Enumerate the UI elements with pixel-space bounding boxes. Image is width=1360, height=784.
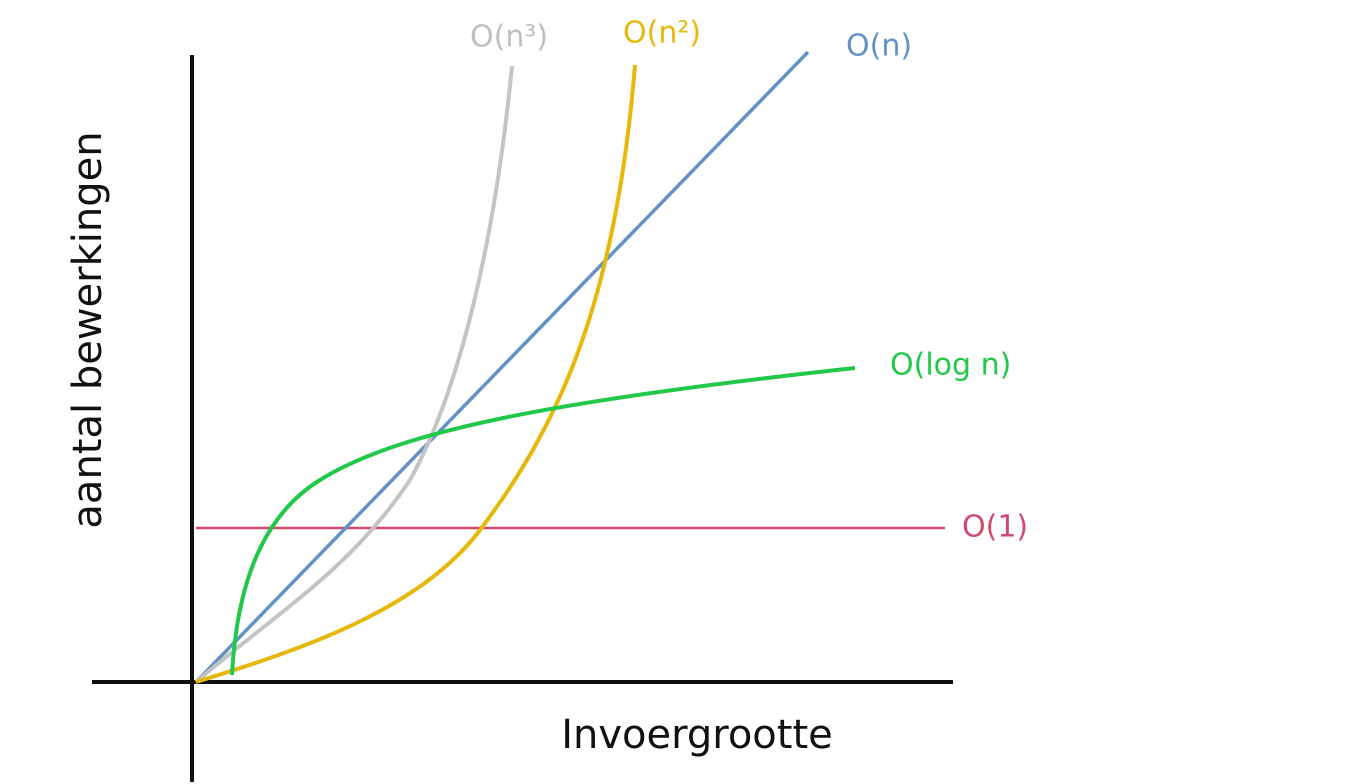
curve-linear <box>194 50 810 684</box>
curve-label: O(n³) <box>470 20 548 55</box>
curve-cubic <box>194 65 514 684</box>
curve-label: O(n²) <box>623 16 701 51</box>
curve-label: O(n) <box>846 29 912 64</box>
curve-label: O(1) <box>962 510 1028 545</box>
curve-quadratic <box>195 64 637 684</box>
curve-label: O(log n) <box>890 348 1011 383</box>
curve-logarithmic <box>230 366 856 676</box>
y-axis-label: aantal bewerkingen <box>65 131 111 528</box>
x-axis-label: Invoergrootte <box>561 712 833 758</box>
